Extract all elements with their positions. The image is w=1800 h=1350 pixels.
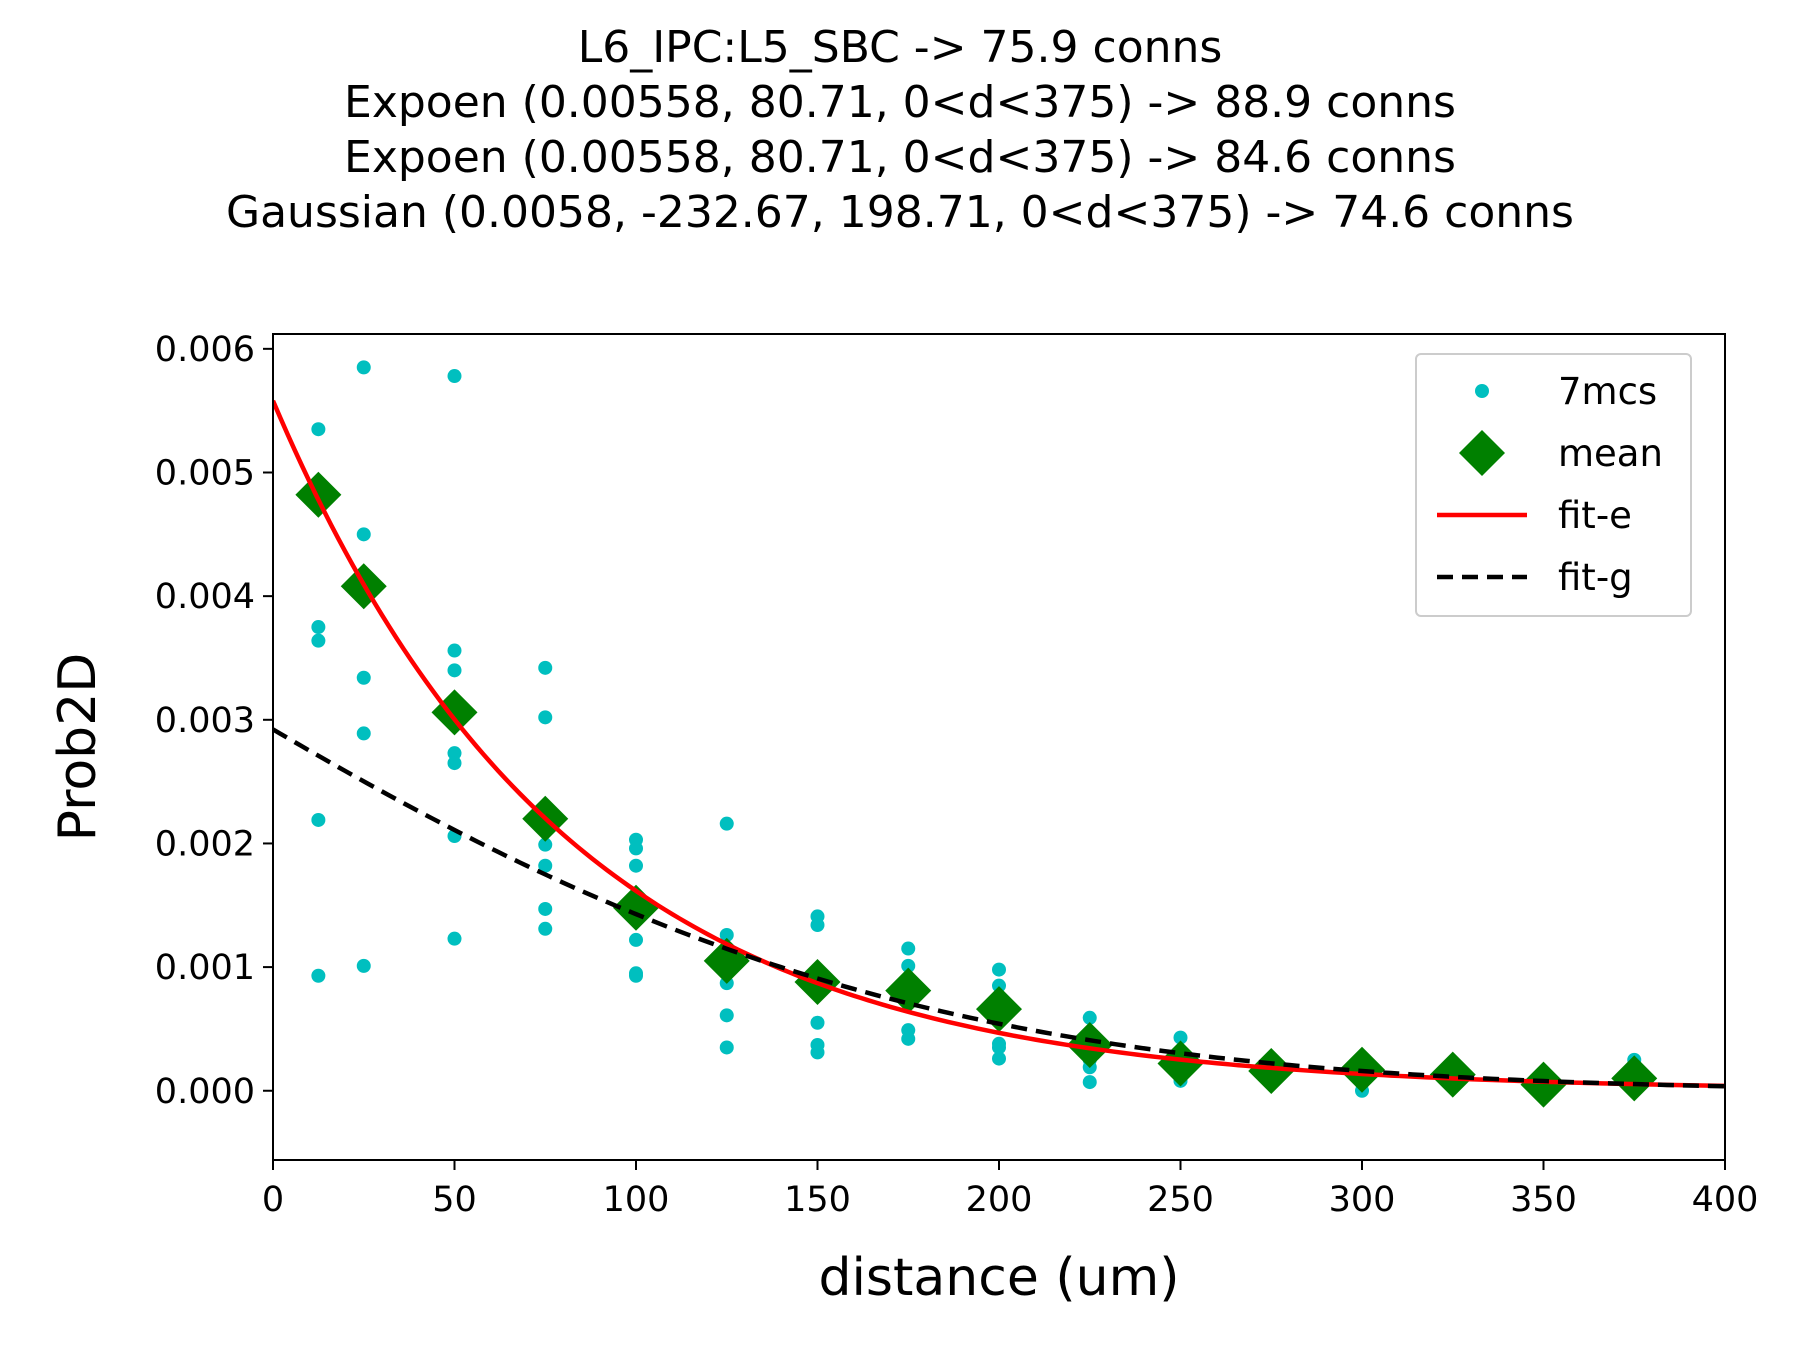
- legend-label: fit-e: [1558, 494, 1632, 537]
- data-point-7mcs: [447, 931, 462, 946]
- data-point-7mcs: [629, 966, 643, 981]
- data-point-7mcs: [538, 858, 553, 873]
- legend: 7mcs mean fit-e fit-g: [1415, 353, 1692, 617]
- axis-ticks: 0 50 100 150 200 250 300 350 400 0.000 0.001 0.002 0…: [155, 330, 1759, 1220]
- data-point-7mcs: [1082, 1075, 1097, 1090]
- x-tick-label: 200: [966, 1180, 1033, 1220]
- y-tick-label: 0.006: [155, 330, 255, 370]
- data-point-7mcs: [901, 1031, 916, 1046]
- y-tick-label: 0.005: [155, 453, 255, 493]
- data-point-7mcs: [992, 1040, 1006, 1055]
- x-tick-label: 400: [1692, 1180, 1759, 1220]
- y-tick-label: 0.002: [155, 824, 255, 864]
- data-point-7mcs: [629, 841, 643, 856]
- x-tick-label: 50: [432, 1180, 477, 1220]
- plot-clip-group: [273, 360, 1725, 1108]
- data-point-7mcs: [810, 1045, 825, 1060]
- data-point-7mcs: [311, 633, 326, 648]
- data-point-7mcs: [447, 746, 462, 761]
- data-point-7mcs: [719, 1008, 734, 1023]
- data-point-7mcs: [1082, 1010, 1097, 1025]
- x-axis-label: distance (um): [818, 1248, 1179, 1308]
- data-point-7mcs: [538, 921, 553, 936]
- x-tick-label: 100: [603, 1180, 670, 1220]
- legend-label: 7mcs: [1558, 370, 1657, 413]
- data-point-7mcs: [992, 1051, 1006, 1066]
- legend-box: [1415, 353, 1692, 617]
- title-line: Gaussian (0.0058, -232.67, 198.71, 0<d<3…: [226, 187, 1574, 238]
- data-point-7mcs: [356, 360, 371, 375]
- legend-marker-7mcs: [1475, 384, 1489, 398]
- data-point-mean: [1157, 1040, 1204, 1087]
- plot-area: [273, 360, 1725, 1108]
- x-tick-label: 150: [784, 1180, 851, 1220]
- data-point-7mcs: [538, 901, 553, 916]
- x-tick-label: 300: [1329, 1180, 1396, 1220]
- fit-curve-fit-g: [273, 727, 1725, 1089]
- x-tick-label: 0: [262, 1180, 284, 1220]
- data-point-7mcs: [538, 710, 553, 725]
- data-point-7mcs: [447, 756, 462, 771]
- y-axis-label: Prob2D: [48, 653, 108, 842]
- data-point-7mcs: [356, 670, 371, 685]
- y-tick-label: 0.001: [155, 948, 255, 988]
- data-point-7mcs: [447, 369, 462, 384]
- data-point-7mcs: [538, 837, 553, 852]
- data-point-mean: [1611, 1055, 1658, 1102]
- data-point-7mcs: [356, 527, 371, 542]
- y-tick-label: 0.003: [155, 701, 255, 741]
- legend-label: mean: [1558, 432, 1663, 475]
- data-point-7mcs: [1173, 1030, 1188, 1045]
- data-point-mean: [1429, 1051, 1476, 1098]
- data-point-7mcs: [992, 978, 1006, 993]
- data-point-7mcs: [629, 858, 643, 873]
- data-point-mean: [1248, 1047, 1295, 1094]
- data-point-7mcs: [356, 726, 371, 741]
- data-point-7mcs: [901, 941, 916, 956]
- data-point-7mcs: [311, 620, 326, 635]
- data-point-7mcs: [311, 812, 326, 827]
- data-point-7mcs: [356, 958, 371, 973]
- x-tick-label: 350: [1510, 1180, 1577, 1220]
- data-point-7mcs: [810, 1015, 825, 1030]
- data-point-7mcs: [629, 932, 643, 947]
- y-tick-label: 0.004: [155, 577, 255, 617]
- data-point-7mcs: [719, 1040, 734, 1055]
- data-point-7mcs: [719, 927, 734, 942]
- data-point-7mcs: [992, 962, 1006, 977]
- data-point-7mcs: [447, 663, 462, 678]
- data-point-mean: [1520, 1061, 1567, 1108]
- data-point-7mcs: [311, 422, 326, 437]
- y-tick-label: 0.000: [155, 1072, 255, 1112]
- x-tick-label: 250: [1147, 1180, 1214, 1220]
- title-line: Expoen (0.00558, 80.71, 0<d<375) -> 84.6…: [344, 132, 1456, 183]
- data-point-7mcs: [719, 816, 734, 831]
- title-line: Expoen (0.00558, 80.71, 0<d<375) -> 88.9…: [344, 77, 1456, 128]
- data-point-mean: [1066, 1022, 1113, 1069]
- data-point-7mcs: [538, 660, 553, 675]
- data-point-7mcs: [311, 968, 326, 983]
- data-point-7mcs: [447, 643, 462, 658]
- title-line: L6_IPC:L5_SBC -> 75.9 conns: [578, 22, 1223, 73]
- legend-marker-mean: [1459, 430, 1505, 476]
- data-point-7mcs: [810, 918, 825, 933]
- data-point-7mcs: [901, 958, 916, 973]
- legend-label: fit-g: [1558, 556, 1633, 599]
